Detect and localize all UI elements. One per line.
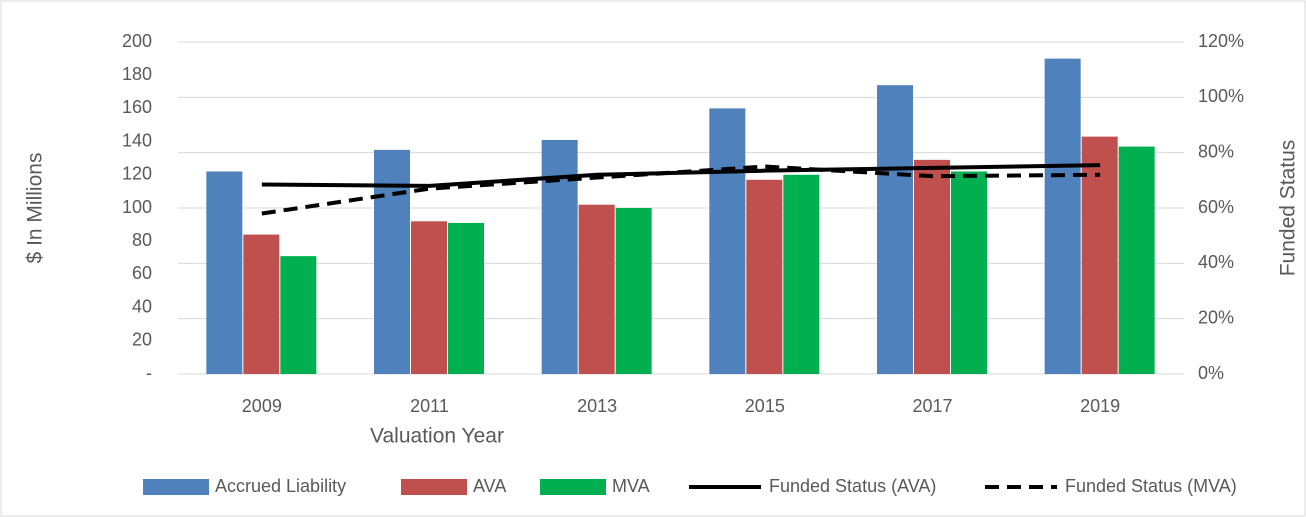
bar [243,234,280,374]
legend-label: Funded Status (AVA) [769,476,936,496]
legend-label: Accrued Liability [215,476,346,496]
bar [783,174,820,374]
y-tick-label: 40 [132,296,152,316]
bar [280,256,317,374]
bar [448,222,484,374]
line-series [261,164,1101,216]
legend-swatch [401,479,467,495]
legend-label: MVA [612,476,650,496]
y-tick-label: 120 [122,164,152,184]
x-tick-label: 2011 [410,396,449,416]
y-tick-label: - [146,363,152,383]
x-tick-label: 2015 [745,396,785,416]
y2-tick-label: 0% [1198,363,1224,383]
bar [206,171,243,374]
y-tick-label: 200 [122,31,152,51]
y-tick-label: 100 [122,197,152,217]
x-tick-label: 2019 [1080,396,1120,416]
bar [578,204,615,374]
y2-tick-label: 100% [1198,86,1244,106]
x-tick-label: 2013 [577,396,617,416]
bar [709,108,746,375]
y-tick-label: 60 [132,263,152,283]
y2-axis-title: Funded Status [1277,140,1300,277]
y-tick-label: 140 [122,130,152,150]
bar [411,221,447,374]
x-axis-title: Valuation Year [370,425,504,448]
x-tick-label: 2009 [242,396,282,416]
y-tick-label: 20 [132,330,152,350]
legend-label: Funded Status (MVA) [1065,476,1237,496]
x-tick-label: 2017 [912,396,952,416]
y2-tick-label: 120% [1198,31,1244,51]
bar [1081,136,1118,374]
bar [951,171,987,374]
legend-label: AVA [473,476,506,496]
y-tick-label: 160 [122,97,152,117]
y-tick-label: 80 [132,230,152,250]
bar [877,85,913,374]
y-axis-title: $ In Millions [24,153,47,264]
legend-swatch [143,479,209,495]
bar [1118,146,1155,374]
y2-tick-label: 60% [1198,197,1234,217]
y-tick-label: 180 [122,64,152,84]
legend-swatch [540,479,606,495]
bar [1044,58,1081,374]
bar [914,159,950,374]
y2-tick-label: 80% [1198,141,1234,161]
bar [615,208,652,374]
y2-tick-label: 40% [1198,252,1234,272]
bar [746,179,783,374]
y2-tick-label: 20% [1198,307,1234,327]
